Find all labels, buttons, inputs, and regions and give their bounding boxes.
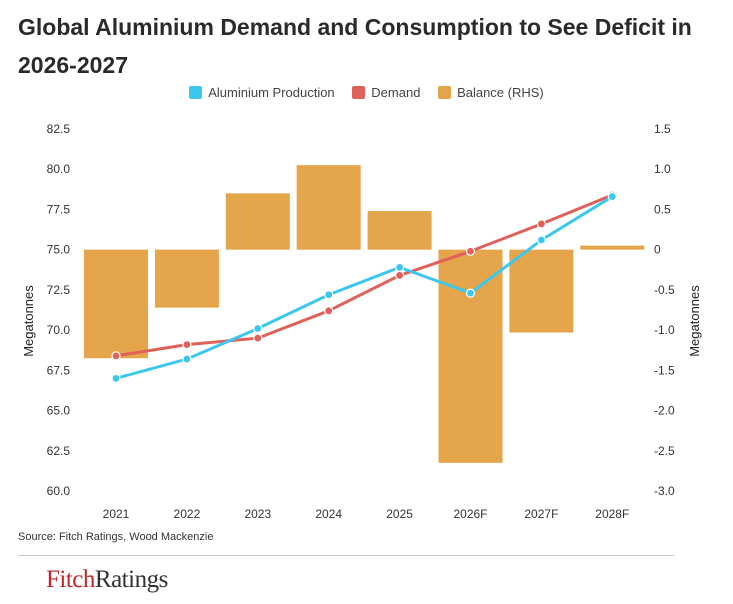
demand-point xyxy=(253,333,263,343)
y-right-tick-label: 1.5 xyxy=(654,122,671,136)
fitch-ratings-logo: FitchRatings xyxy=(46,566,168,594)
production-line xyxy=(115,195,614,380)
x-tick-label: 2027F xyxy=(524,507,558,521)
divider xyxy=(18,555,674,556)
production-point xyxy=(324,290,334,300)
production-point xyxy=(395,262,405,272)
demand-point xyxy=(182,339,192,350)
x-tick-label: 2022 xyxy=(174,507,201,521)
production-point xyxy=(111,373,121,383)
demand-point xyxy=(465,246,476,256)
y-left-axis-title: Megatonnes xyxy=(21,285,36,357)
y-right-tick-label: -1.0 xyxy=(654,323,675,337)
x-tick-label: 2021 xyxy=(103,507,130,521)
logo-ratings: Ratings xyxy=(94,566,168,593)
y-right-tick-label: -1.5 xyxy=(654,363,675,377)
balance-bar xyxy=(154,249,219,308)
production-point xyxy=(607,191,617,202)
y-left-tick-label: 65.0 xyxy=(47,404,71,418)
balance-bar xyxy=(367,211,432,250)
production-point xyxy=(182,354,192,364)
balance-bar xyxy=(296,165,361,250)
legend-swatch-demand xyxy=(352,86,366,100)
demand-line xyxy=(115,193,613,358)
y-left-tick-label: 67.5 xyxy=(47,363,71,377)
balance-bar xyxy=(84,249,148,359)
balance-bar xyxy=(580,245,645,250)
balance-bar xyxy=(509,249,574,333)
legend-item-balance: Balance (RHS) xyxy=(438,85,544,100)
y-left-tick-label: 82.5 xyxy=(47,122,71,136)
production-point xyxy=(465,288,476,298)
legend-swatch-balance xyxy=(438,86,452,100)
logo-fitch: Fitch xyxy=(46,566,95,593)
demand-point xyxy=(111,351,121,361)
y-right-tick-label: 0.5 xyxy=(654,202,671,216)
legend: Aluminium Production Demand Balance (RHS… xyxy=(0,84,733,100)
legend-label-balance: Balance (RHS) xyxy=(457,85,544,101)
y-left-tick-label: 72.5 xyxy=(47,283,71,297)
demand-point xyxy=(536,219,547,229)
y-right-tick-label: -0.5 xyxy=(654,283,675,297)
y-right-tick-label: -2.5 xyxy=(654,444,675,458)
x-tick-label: 2024 xyxy=(315,507,342,521)
balance-bar xyxy=(438,249,503,463)
production-point xyxy=(536,235,547,245)
x-tick-label: 2025 xyxy=(386,507,413,521)
legend-swatch-production xyxy=(189,86,203,100)
y-right-tick-label: 1.0 xyxy=(654,162,671,176)
y-left-tick-label: 77.5 xyxy=(47,202,71,216)
y-left-tick-label: 80.0 xyxy=(47,162,71,176)
chart-title: Global Aluminium Demand and Consumption … xyxy=(18,14,692,78)
x-tick-label: 2023 xyxy=(244,507,271,521)
x-tick-label: 2028F xyxy=(595,507,629,521)
x-tick-label: 2026F xyxy=(453,507,487,521)
balance-bar xyxy=(225,193,290,250)
y-left-tick-label: 62.5 xyxy=(47,444,71,458)
legend-item-demand: Demand xyxy=(352,85,420,100)
y-left-tick-label: 60.0 xyxy=(47,484,71,498)
source-note: Source: Fitch Ratings, Wood Mackenzie xyxy=(18,531,214,543)
legend-item-production: Aluminium Production xyxy=(189,85,335,101)
production-point xyxy=(253,323,263,334)
demand-point xyxy=(395,270,405,281)
legend-label-demand: Demand xyxy=(371,85,421,101)
y-left-tick-label: 70.0 xyxy=(47,323,71,337)
demand-point xyxy=(324,306,334,316)
y-right-tick-label: -2.0 xyxy=(654,404,675,418)
y-right-tick-label: 0 xyxy=(654,243,661,257)
y-right-axis-title: Megatonnes xyxy=(687,285,702,357)
y-left-tick-label: 75.0 xyxy=(47,243,71,257)
y-right-tick-label: -3.0 xyxy=(654,484,675,498)
chart-plot: 82.5 80.0 77.5 75.0 72.5 70.0 67.5 65.0 62.5 60.0… xyxy=(21,122,702,521)
legend-label-production: Aluminium Production xyxy=(208,85,335,101)
